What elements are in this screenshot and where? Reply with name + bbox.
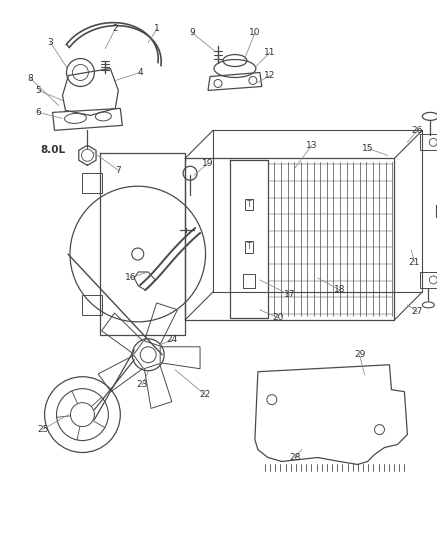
Text: 7: 7 (116, 166, 121, 175)
Text: 21: 21 (409, 257, 420, 266)
Text: 12: 12 (264, 71, 276, 80)
Text: 20: 20 (272, 313, 283, 322)
Text: 4: 4 (138, 68, 143, 77)
Text: T: T (247, 243, 251, 252)
Text: 8.0L: 8.0L (40, 146, 65, 155)
Text: 5: 5 (36, 86, 42, 95)
Text: 9: 9 (189, 28, 195, 37)
Text: 28: 28 (289, 453, 300, 462)
Text: 17: 17 (284, 290, 296, 300)
Text: 8: 8 (28, 74, 33, 83)
Text: 26: 26 (412, 126, 423, 135)
Text: 6: 6 (36, 108, 42, 117)
Text: 16: 16 (124, 273, 136, 282)
Text: 18: 18 (334, 286, 346, 294)
Bar (420, 272, 438, 288)
Text: 24: 24 (166, 335, 178, 344)
Text: 1: 1 (154, 24, 160, 33)
Text: T: T (247, 200, 251, 209)
Text: 27: 27 (412, 308, 423, 317)
Bar (82, 173, 102, 193)
Text: 22: 22 (199, 390, 211, 399)
Text: 11: 11 (264, 48, 276, 57)
Text: 25: 25 (37, 425, 48, 434)
Bar (420, 134, 438, 150)
Text: 23: 23 (137, 380, 148, 389)
Text: 13: 13 (306, 141, 318, 150)
Text: 3: 3 (48, 38, 53, 47)
Text: 10: 10 (249, 28, 261, 37)
Bar (243, 274, 255, 288)
Text: 2: 2 (113, 24, 118, 33)
Text: 15: 15 (362, 144, 373, 153)
Text: 29: 29 (354, 350, 365, 359)
Bar (82, 295, 102, 315)
Text: 19: 19 (202, 159, 214, 168)
